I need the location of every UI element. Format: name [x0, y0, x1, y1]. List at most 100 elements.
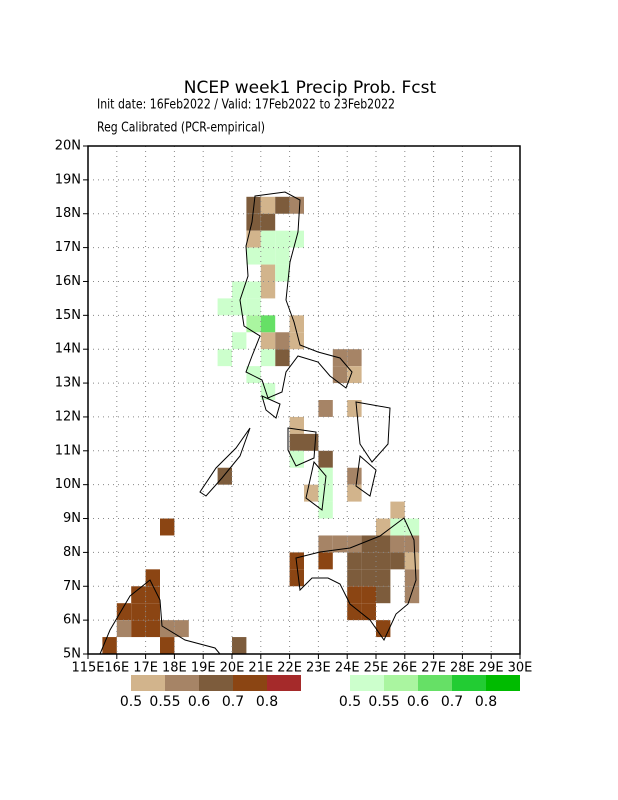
- coast-mindoro: [261, 395, 281, 419]
- prob-cell: [246, 366, 261, 384]
- prob-cell: [318, 400, 333, 417]
- x-tick-label: 26E: [392, 661, 417, 676]
- prob-cell: [347, 552, 362, 570]
- coast-luzon: [239, 191, 353, 399]
- prob-cell: [347, 467, 362, 485]
- x-tick-label: 16E: [104, 661, 129, 676]
- colorbar-swatch: [486, 675, 520, 691]
- prob-cell: [131, 603, 146, 621]
- prob-cell: [404, 518, 420, 536]
- prob-cell: [260, 281, 276, 299]
- prob-cell: [145, 603, 160, 621]
- colorbar-label: 0.6: [188, 694, 210, 710]
- x-tick-label: 30E: [508, 661, 533, 676]
- y-tick-label: 15N: [55, 308, 81, 323]
- prob-cell: [145, 569, 160, 587]
- prob-cell: [376, 586, 391, 604]
- colorbar-label: 0.55: [368, 694, 399, 710]
- y-tick-label: 20N: [55, 139, 81, 154]
- coast-negros: [305, 460, 327, 511]
- colorbar-label: 0.5: [339, 694, 361, 710]
- prob-cell: [347, 586, 362, 604]
- x-tick-label: 28E: [450, 661, 475, 676]
- x-tick-label: 115E: [71, 661, 104, 676]
- prob-cell: [318, 484, 333, 502]
- prob-cell: [232, 298, 247, 316]
- colorbar-label: 0.55: [149, 694, 180, 710]
- coastline: [99, 191, 417, 655]
- prob-cell: [390, 501, 405, 519]
- prob-cell: [332, 366, 348, 384]
- prob-cell: [289, 569, 304, 587]
- prob-cell: [361, 603, 376, 621]
- colorbar-label: 0.7: [441, 694, 463, 710]
- prob-cell: [116, 603, 132, 621]
- colorbar-swatch: [199, 675, 233, 691]
- map-frame: [87, 145, 521, 655]
- x-tick-label: 27E: [421, 661, 446, 676]
- prob-cell: [332, 535, 348, 553]
- prob-cell: [275, 196, 290, 214]
- prob-cell: [361, 552, 376, 570]
- prob-cell: [361, 586, 376, 604]
- prob-cell: [246, 247, 261, 265]
- prob-cell: [246, 298, 261, 316]
- prob-cell: [260, 349, 276, 367]
- prob-cell: [404, 586, 420, 604]
- colorbar-swatch: [350, 675, 384, 691]
- colorbars: 0.5 0.55 0.6 0.7 0.8 0.5 0.55 0.6 0.7 0.8: [120, 675, 520, 710]
- prob-cell: [376, 518, 391, 536]
- prob-cell: [304, 433, 319, 451]
- prob-cell: [232, 332, 247, 350]
- prob-cell: [347, 400, 362, 417]
- prob-cell: [289, 416, 304, 434]
- prob-cell: [275, 349, 290, 367]
- prob-cell: [404, 552, 420, 570]
- y-tick-label: 18N: [55, 206, 81, 221]
- y-tick-label: 13N: [55, 376, 81, 391]
- map-note: Reg Calibrated (PCR-empirical): [97, 121, 265, 136]
- prob-cell: [260, 247, 276, 265]
- x-tick-label: 25E: [364, 661, 389, 676]
- prob-cell: [376, 620, 391, 638]
- prob-cell: [116, 620, 132, 638]
- x-tick-label: 17E: [133, 661, 158, 676]
- colorbar-label: 0.6: [407, 694, 429, 710]
- x-tick-label: 29E: [479, 661, 504, 676]
- prob-cell: [318, 552, 333, 570]
- prob-cell: [318, 535, 333, 553]
- prob-cell: [246, 213, 261, 231]
- prob-cell: [102, 637, 117, 654]
- prob-cell: [260, 213, 276, 231]
- y-tick-label: 11N: [55, 443, 81, 458]
- prob-cell: [347, 569, 362, 587]
- prob-cell: [246, 315, 261, 333]
- prob-cell: [131, 586, 146, 604]
- prob-cell: [260, 230, 276, 248]
- prob-cell: [246, 281, 261, 299]
- prob-cell: [376, 552, 391, 570]
- colorbar-swatch: [165, 675, 199, 691]
- prob-cell: [390, 518, 405, 536]
- y-tick-label: 19N: [55, 172, 81, 187]
- x-tick-label: 23E: [306, 661, 331, 676]
- colorbar-label: 0.7: [222, 694, 244, 710]
- prob-cell: [217, 349, 232, 367]
- prob-cell: [232, 637, 247, 654]
- coast-samar: [355, 401, 391, 463]
- prob-cell: [260, 315, 276, 333]
- prob-cell: [160, 637, 175, 654]
- y-tick-label: 8N: [63, 545, 81, 560]
- prob-cell: [260, 264, 276, 282]
- y-tick-label: 16N: [55, 274, 81, 289]
- prob-cell: [217, 298, 232, 316]
- cells: [102, 196, 420, 654]
- prob-cell: [289, 230, 304, 248]
- colorbar-label: 0.5: [120, 694, 142, 710]
- prob-cell: [246, 230, 261, 248]
- coast-palawan: [199, 427, 251, 497]
- y-tick-label: 10N: [55, 477, 81, 492]
- prob-cell: [289, 433, 304, 451]
- coast-leyte: [355, 455, 377, 497]
